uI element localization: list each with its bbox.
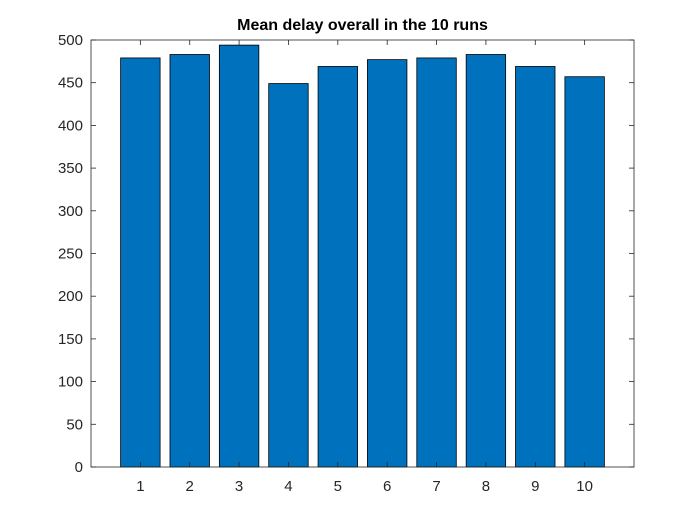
x-tick-label: 1 bbox=[136, 478, 144, 495]
x-tick-label: 8 bbox=[482, 478, 490, 495]
y-tick-label: 100 bbox=[58, 374, 83, 391]
bar-2 bbox=[169, 54, 210, 468]
x-tick-label: 9 bbox=[531, 478, 539, 495]
y-tick-label: 350 bbox=[58, 160, 83, 177]
x-tick-label: 3 bbox=[235, 478, 243, 495]
bar-6 bbox=[367, 59, 408, 468]
x-tick-label: 6 bbox=[383, 478, 391, 495]
x-tick-label: 10 bbox=[576, 478, 593, 495]
x-tick-label: 2 bbox=[186, 478, 194, 495]
y-tick-label: 150 bbox=[58, 331, 83, 348]
bar-9 bbox=[515, 66, 556, 468]
chart-title: Mean delay overall in the 10 runs bbox=[237, 17, 488, 34]
bar-1 bbox=[120, 57, 161, 468]
bar-3 bbox=[218, 44, 260, 468]
x-axis-ticks: 1 2 3 4 5 6 7 8 9 10 bbox=[136, 40, 593, 495]
y-tick-label: 200 bbox=[58, 288, 83, 305]
y-tick-label: 400 bbox=[58, 117, 83, 134]
x-tick-label: 7 bbox=[432, 478, 440, 495]
y-tick-label: 250 bbox=[58, 246, 83, 263]
x-tick-label: 4 bbox=[284, 478, 292, 495]
bar-8 bbox=[465, 54, 507, 468]
bar-10 bbox=[564, 76, 605, 468]
y-tick-label: 500 bbox=[58, 32, 83, 49]
y-tick-label: 300 bbox=[58, 203, 83, 220]
y-tick-label: 450 bbox=[58, 75, 83, 92]
bar-7 bbox=[416, 57, 457, 468]
y-axis-ticks: 0 50 100 150 200 250 300 350 400 450 500 bbox=[58, 32, 634, 476]
bar-4 bbox=[268, 83, 309, 468]
bar-5 bbox=[317, 66, 358, 468]
y-tick-label: 0 bbox=[75, 459, 83, 476]
x-tick-label: 5 bbox=[334, 478, 342, 495]
bars-group bbox=[120, 44, 605, 468]
y-tick-label: 50 bbox=[66, 416, 83, 433]
